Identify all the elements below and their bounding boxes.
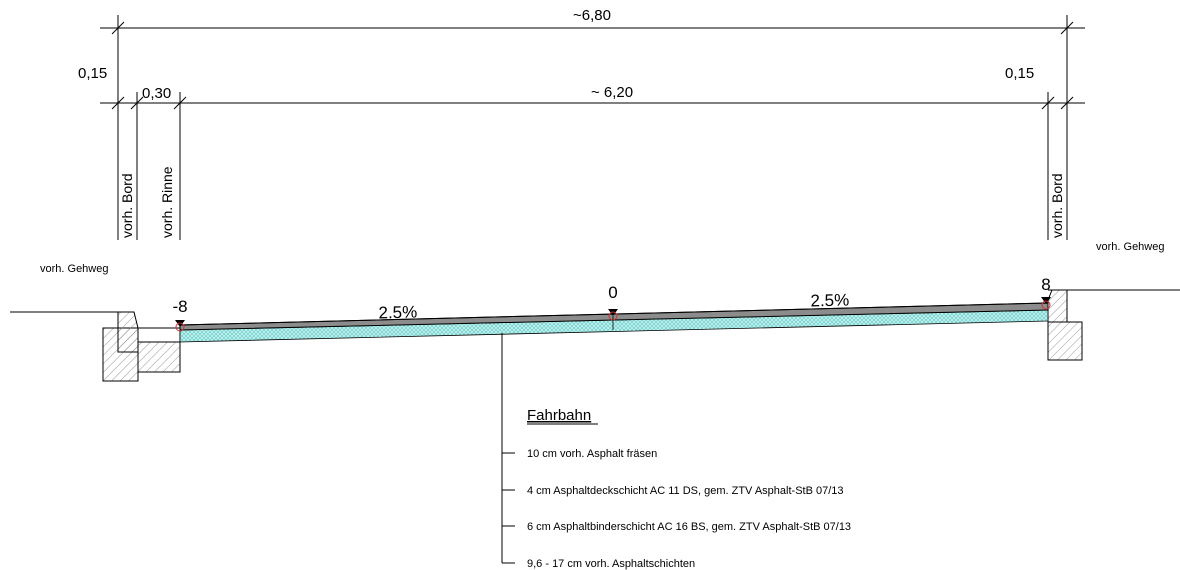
elevation-center: 0 <box>608 283 617 302</box>
slope-left: 2.5% <box>378 303 417 323</box>
dimension-right-edge-label: 0,15 <box>1005 65 1034 82</box>
label-gehweg-right: vorh. Gehweg <box>1096 241 1164 253</box>
elevation-left: -8 <box>172 297 187 316</box>
label-bord-right: vorh. Bord <box>1049 173 1065 238</box>
label-rinne-left: vorh. Rinne <box>159 166 175 238</box>
legend-item: 10 cm vorh. Asphalt fräsen <box>527 448 657 460</box>
slope-right: 2.5% <box>810 291 849 311</box>
dimension-total-label: ~6,80 <box>573 7 611 24</box>
right-curb <box>1047 289 1180 361</box>
marker-right <box>1041 297 1051 310</box>
dimension-left-edge-label: 0,15 <box>78 65 107 82</box>
marker-center <box>608 309 618 330</box>
dimension-inner <box>100 92 1085 240</box>
legend-item: 9,6 - 17 cm vorh. Asphaltschichten <box>527 558 695 570</box>
legend-item: 6 cm Asphaltbinderschicht AC 16 BS, gem.… <box>527 521 851 533</box>
road-layers <box>179 302 1049 343</box>
legend-leader <box>501 333 515 564</box>
label-bord-left: vorh. Bord <box>119 173 135 238</box>
marker-left <box>175 320 185 332</box>
legend-title: Fahrbahn <box>527 407 591 424</box>
left-curb <box>10 311 181 382</box>
dimension-inner-label: ~ 6,20 <box>591 84 633 101</box>
elevation-right: 8 <box>1041 275 1050 294</box>
dimension-total <box>100 15 1085 240</box>
dimension-gutter-label: 0,30 <box>142 85 171 102</box>
legend-item: 4 cm Asphaltdeckschicht AC 11 DS, gem. Z… <box>527 485 844 497</box>
label-gehweg-left: vorh. Gehweg <box>40 263 108 275</box>
